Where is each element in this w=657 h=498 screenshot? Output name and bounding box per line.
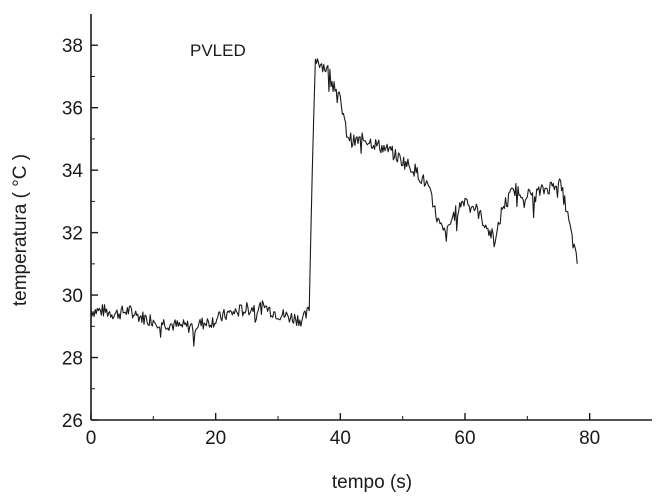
y-tick-label: 30 [62,286,83,307]
y-axis-title: temperatura ( °C ) [10,154,31,306]
temperature-series-line [90,58,578,347]
ticks: 26 28 30 32 34 36 38 0 20 40 60 80 [62,36,600,449]
y-tick-label: 38 [62,36,83,57]
x-axis-title: tempo (s) [332,472,412,493]
x-tick-label: 0 [86,428,97,449]
x-tick-label: 40 [330,428,351,449]
x-tick-label: 80 [579,428,600,449]
series-group [90,58,578,347]
y-tick-label: 36 [62,99,83,120]
axes [90,14,652,421]
y-tick-label: 32 [62,224,83,245]
x-tick-label: 20 [205,428,226,449]
x-tick-label: 60 [454,428,475,449]
y-tick-label: 26 [62,411,83,432]
y-tick-label: 34 [62,161,84,182]
y-tick-label: 28 [62,349,83,370]
annotation-label: PVLED [190,41,246,60]
